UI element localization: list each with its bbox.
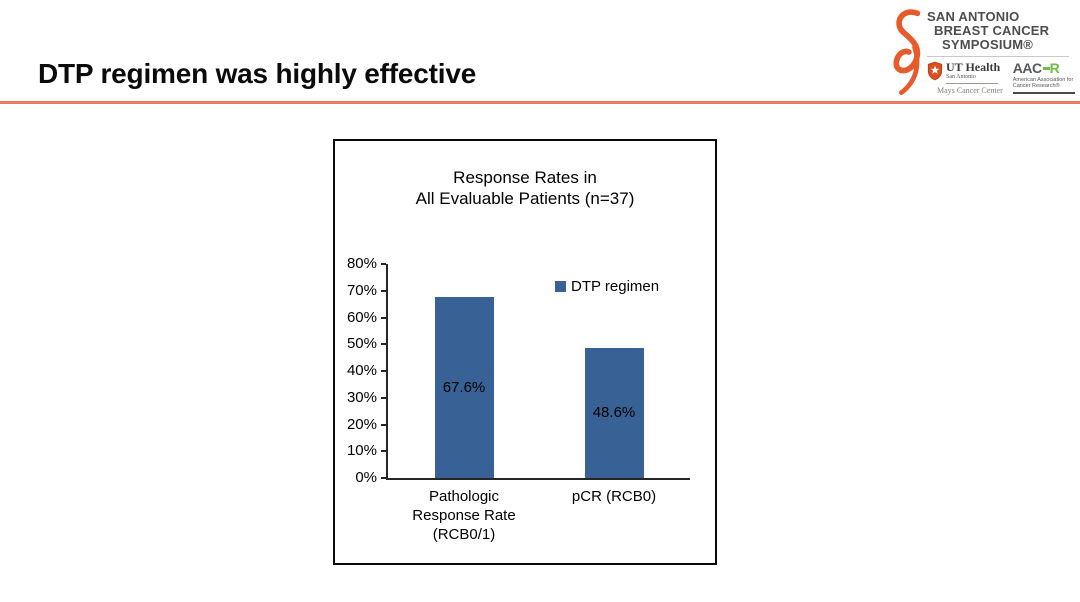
wordmark-line: SYMPOSIUM® xyxy=(942,37,1034,52)
aacr-letter-green: R xyxy=(1049,60,1060,76)
y-tick-mark xyxy=(381,423,386,426)
category-label: pCR (RCB0) xyxy=(571,488,657,505)
aacr-logo: AAC R American Association for Cancer Res… xyxy=(1012,61,1075,94)
y-tick-label: 70% xyxy=(346,281,377,299)
y-tick-label: 40% xyxy=(346,362,377,379)
bar-value-label: 67.6% xyxy=(442,378,486,396)
bar xyxy=(434,297,494,478)
bar xyxy=(584,347,644,478)
y-tick-mark xyxy=(381,450,386,453)
ut-health-name: UT Health xyxy=(946,60,1001,74)
ut-health-location: San Antonio xyxy=(946,74,976,80)
y-tick-label: 50% xyxy=(346,335,377,353)
ut-health-logo: UT Health San Antonio Mays Cancer Center xyxy=(927,61,1003,95)
accent-divider xyxy=(0,101,1080,104)
mays-cancer-center-label: Mays Cancer Center xyxy=(937,86,1003,95)
aacr-wordmark: AAC R xyxy=(1013,61,1075,76)
y-tick-label: 60% xyxy=(346,308,377,326)
x-axis xyxy=(386,478,690,480)
slide-title: DTP regimen was highly effective xyxy=(38,58,477,89)
aacr-tagline: American Association for Cancer Research… xyxy=(1012,77,1074,89)
wordmark-line: BREAST CANCER xyxy=(934,23,1050,38)
y-tick-mark xyxy=(381,316,386,319)
y-tick-mark xyxy=(381,396,386,399)
y-axis xyxy=(386,264,388,478)
y-tick-label: 10% xyxy=(346,442,377,460)
aacr-letters-dark: AAC xyxy=(1012,60,1042,76)
wordmark-line: SAN ANTONIO xyxy=(927,9,1020,24)
chart-title-line: Response Rates in xyxy=(453,168,597,187)
y-tick-mark xyxy=(381,289,386,292)
y-tick-mark xyxy=(381,263,386,265)
logo-divider xyxy=(927,56,1069,57)
y-tick-label: 80% xyxy=(346,255,377,272)
ut-health-rule xyxy=(946,83,998,84)
star-icon xyxy=(930,65,940,74)
chart-title: Response Rates in All Evaluable Patients… xyxy=(335,167,715,209)
bar-value-label: 48.6% xyxy=(592,403,636,421)
chart-panel: Response Rates in All Evaluable Patients… xyxy=(333,139,717,565)
chart-title-line: All Evaluable Patients (n=37) xyxy=(415,189,635,208)
sabcs-logo: SAN ANTONIO BREAST CANCER SYMPOSIUM® UT … xyxy=(890,4,1075,102)
y-tick-mark xyxy=(381,343,386,346)
legend-marker xyxy=(555,281,566,292)
sabcs-ribbon-icon xyxy=(893,9,921,95)
aacr-dash-icon xyxy=(1042,67,1050,70)
y-tick-mark xyxy=(381,370,386,372)
legend: DTP regimen xyxy=(555,278,659,295)
y-tick-label: 30% xyxy=(346,388,377,406)
plot-area: 0% 10% 20% 30% 40% 50% 60% 70% 80% 67.6% Pathologi… xyxy=(335,141,715,563)
category-label: Pathologic Response Rate (RCB0/1) xyxy=(412,488,516,543)
legend-label: DTP regimen xyxy=(571,278,660,295)
ut-shield-icon xyxy=(927,61,943,81)
y-tick-label: 20% xyxy=(346,415,377,433)
y-tick-label: 0% xyxy=(355,469,377,486)
aacr-rule xyxy=(1012,92,1075,94)
y-tick-mark xyxy=(381,477,386,479)
symposium-wordmark: SAN ANTONIO BREAST CANCER SYMPOSIUM® xyxy=(927,4,1072,52)
